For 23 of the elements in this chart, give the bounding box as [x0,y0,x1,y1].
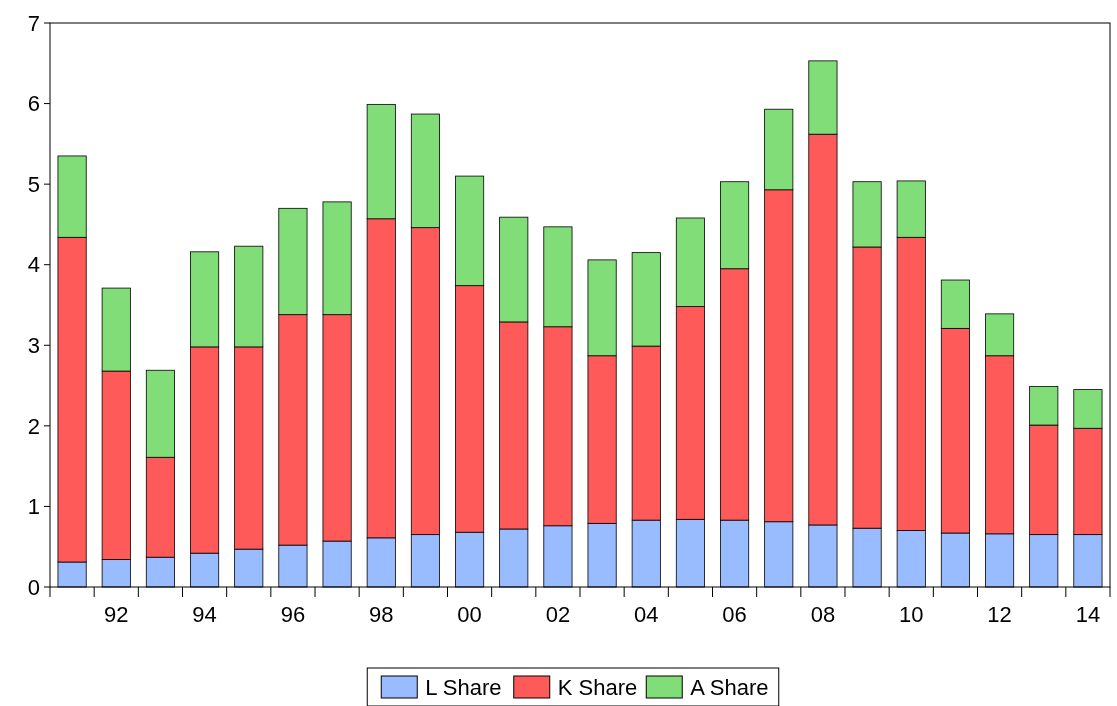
x-tick-label: 14 [1075,602,1101,627]
y-tick-label: 6 [27,91,40,117]
x-tick-label: 92 [104,602,129,627]
x-tick-label: 00 [457,602,482,627]
x-tick-label: 96 [280,602,306,627]
x-tick-label: 04 [634,602,659,627]
x-tick-label: 10 [899,602,924,627]
y-tick-label: 5 [27,171,40,197]
y-tick-label: 4 [27,252,40,278]
x-tick-label: 08 [810,602,836,627]
y-tick-label: 7 [27,10,40,36]
legend-label: K Share [557,674,638,700]
y-tick-label: 0 [27,574,40,600]
y-tick-label: 1 [27,494,40,520]
y-tick-label: 3 [27,332,40,358]
x-tick-label: 94 [192,602,217,627]
x-tick-label: 98 [369,602,394,627]
x-tick-label: 06 [722,602,747,627]
legend-label: L Share [425,674,502,700]
legend-label: A Share [690,674,769,700]
x-tick-label: 02 [545,602,571,627]
y-tick-label: 2 [27,413,40,439]
x-tick-label: 12 [987,602,1012,627]
